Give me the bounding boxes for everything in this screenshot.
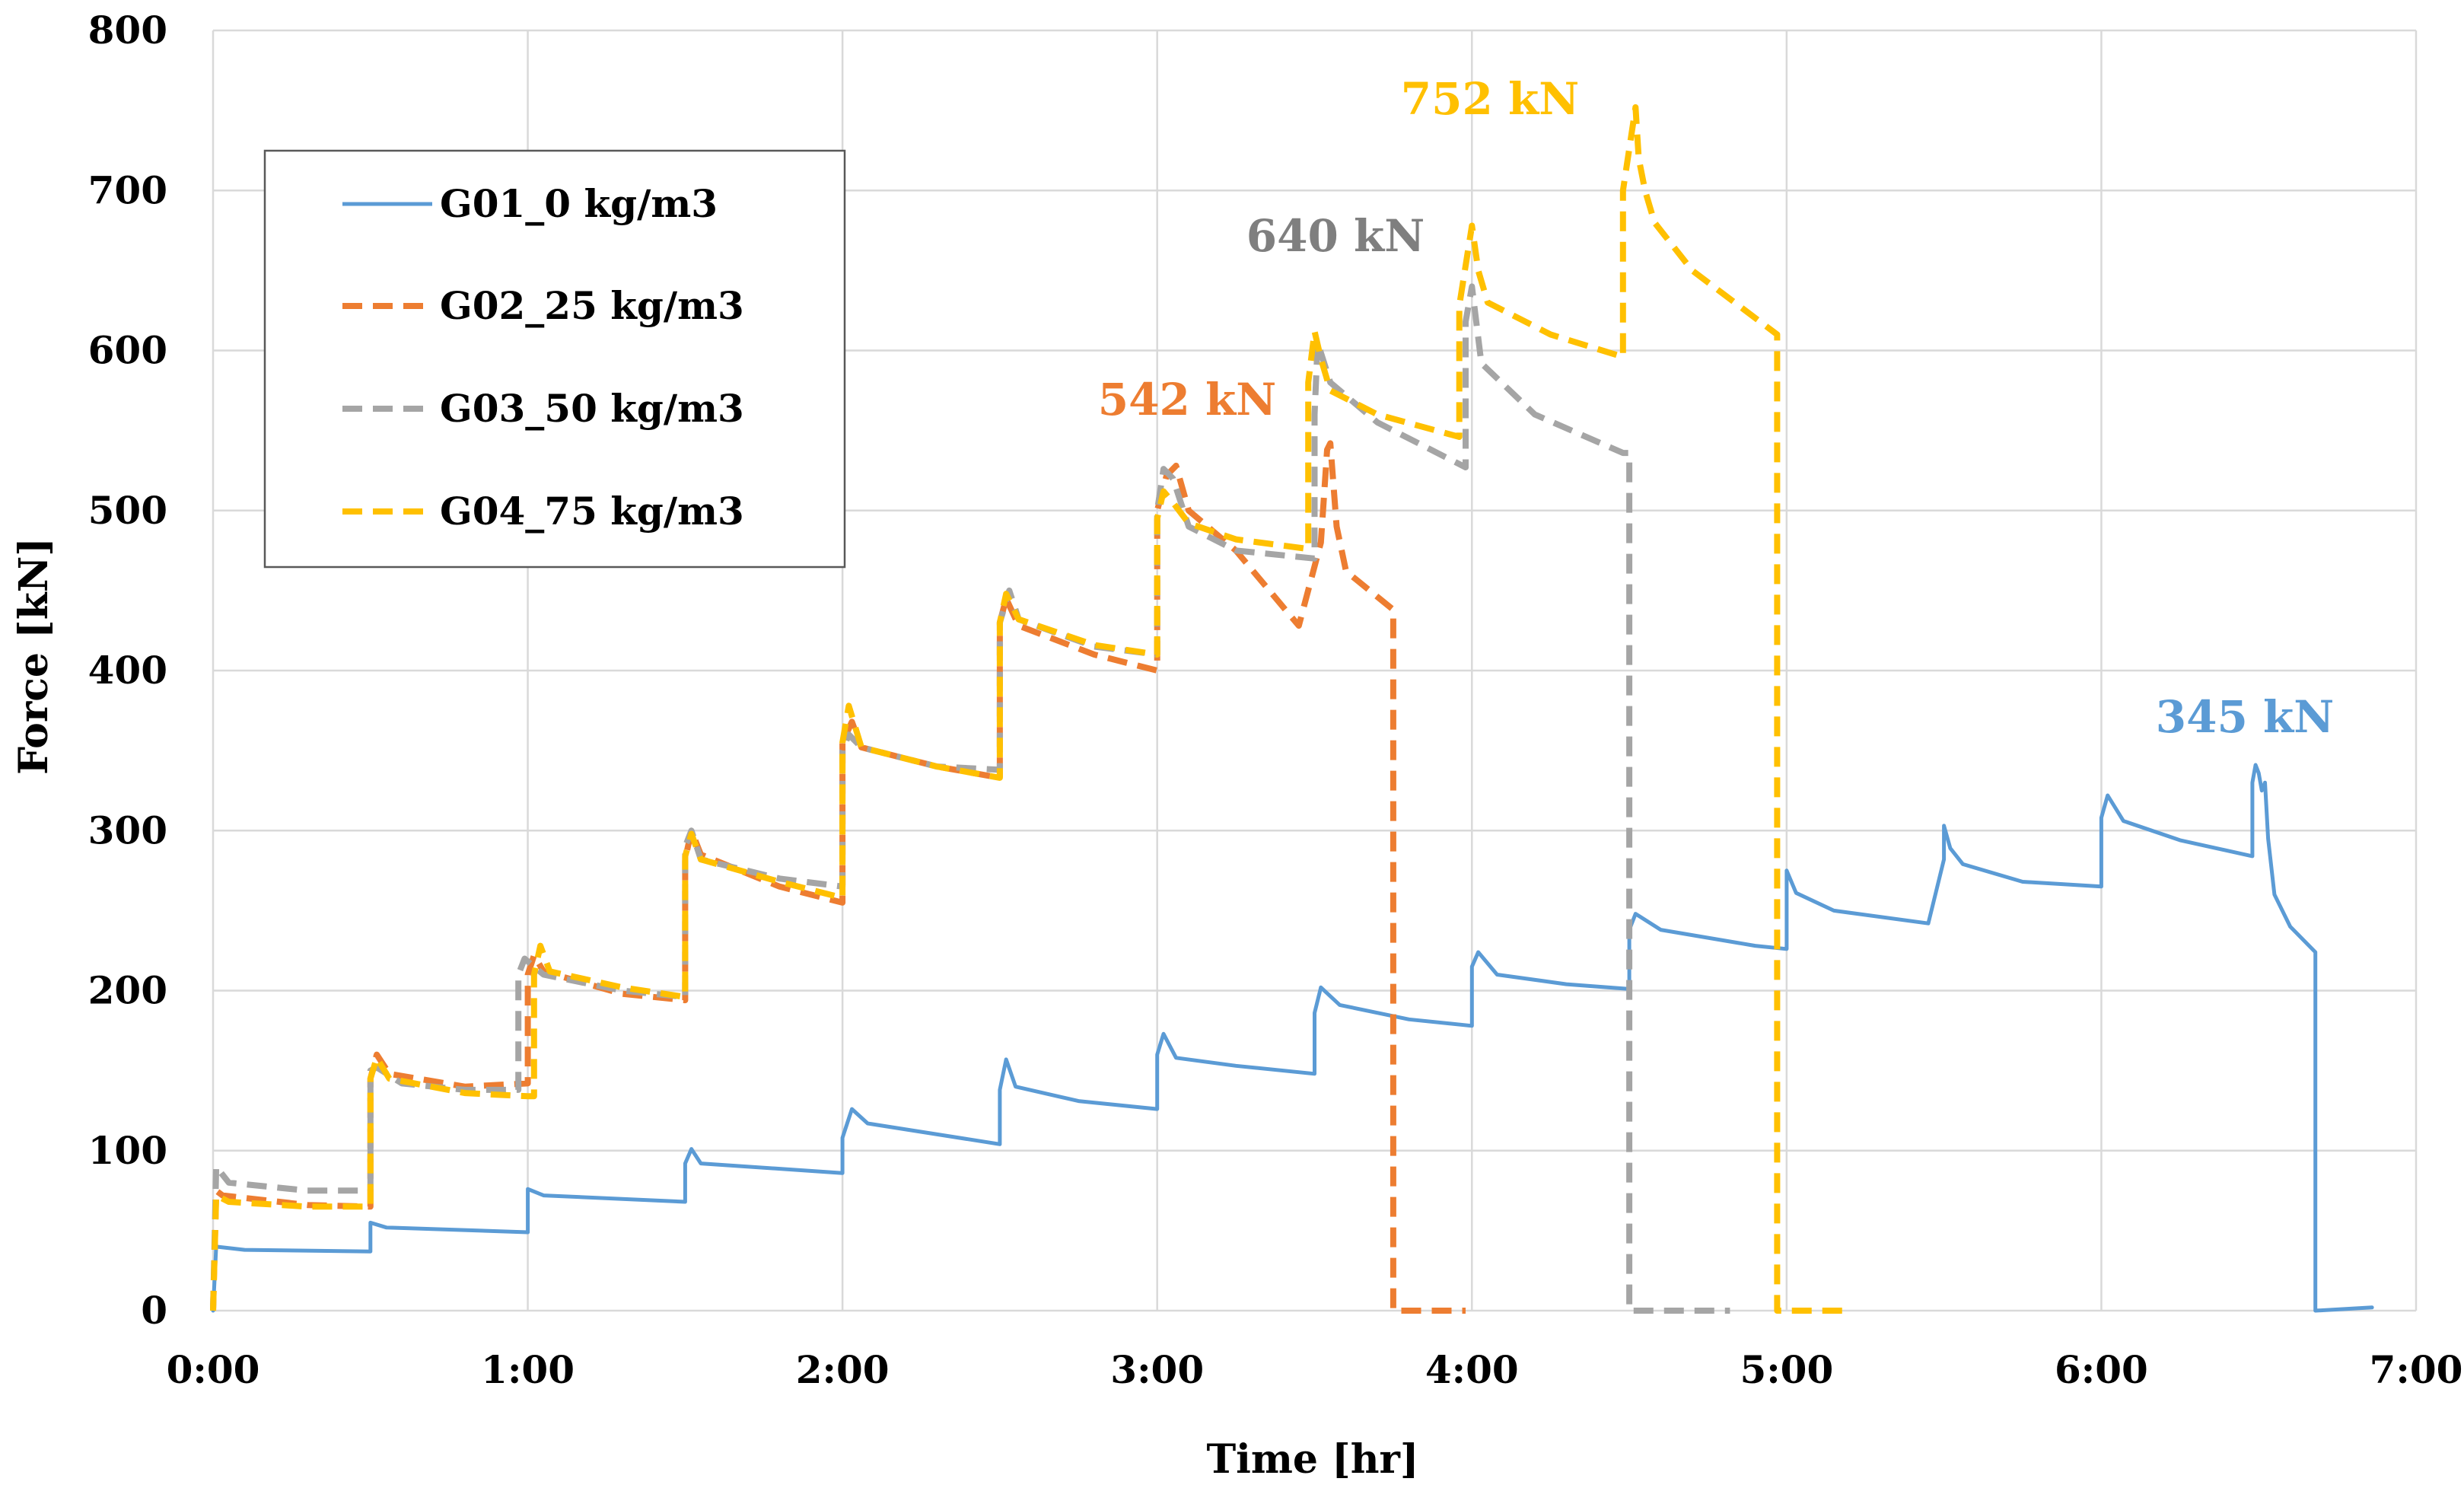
legend-box bbox=[263, 149, 846, 569]
series-line-g04 bbox=[210, 104, 1850, 1314]
x-tick-label: 6:00 bbox=[2055, 1347, 2148, 1392]
y-tick-label: 0 bbox=[141, 1288, 167, 1333]
peak-label: 752 kN bbox=[1401, 73, 1579, 125]
peak-annotations: 542 kN 640 kN 752 kN 345 kN bbox=[1098, 73, 2334, 743]
x-tick-label: 7:00 bbox=[2370, 1347, 2463, 1392]
y-tick-label: 200 bbox=[88, 968, 167, 1013]
legend-label: G03_50 kg/m3 bbox=[440, 386, 744, 431]
legend: G01_0 kg/m3 G02_25 kg/m3 G03_50 kg/m3 G04_7… bbox=[263, 149, 846, 569]
series-line-g02 bbox=[210, 440, 1466, 1314]
x-tick-label: 1:00 bbox=[481, 1347, 575, 1392]
y-axis-title: Force [kN] bbox=[11, 537, 57, 775]
legend-label: G02_25 kg/m3 bbox=[440, 283, 744, 328]
plot-area bbox=[210, 104, 2374, 1314]
x-axis-title: Time [hr] bbox=[1206, 1436, 1418, 1483]
peak-label: 345 kN bbox=[2156, 691, 2334, 743]
x-tick-label: 0:00 bbox=[167, 1347, 260, 1392]
y-tick-label: 500 bbox=[88, 488, 167, 533]
y-tick-label: 800 bbox=[88, 8, 167, 53]
legend-label: G04_75 kg/m3 bbox=[440, 489, 744, 534]
y-tick-label: 600 bbox=[88, 328, 167, 373]
x-tick-label: 3:00 bbox=[1110, 1347, 1204, 1392]
x-tick-label: 5:00 bbox=[1740, 1347, 1833, 1392]
y-tick-label: 100 bbox=[88, 1128, 167, 1173]
series-line-g01 bbox=[211, 763, 2374, 1313]
x-tick-label: 4:00 bbox=[1425, 1347, 1519, 1392]
y-tick-label: 400 bbox=[88, 648, 167, 693]
legend-label: G01_0 kg/m3 bbox=[440, 181, 718, 226]
y-tick-label: 300 bbox=[88, 808, 167, 852]
y-tick-label: 700 bbox=[88, 167, 167, 212]
peak-label: 640 kN bbox=[1246, 210, 1425, 262]
axis-tick-labels: 0 100 200 300 400 500 600 700 800 0:00 1:00 2:00 3:0… bbox=[88, 8, 2463, 1392]
x-tick-label: 2:00 bbox=[796, 1347, 890, 1392]
peak-label: 542 kN bbox=[1098, 374, 1276, 425]
